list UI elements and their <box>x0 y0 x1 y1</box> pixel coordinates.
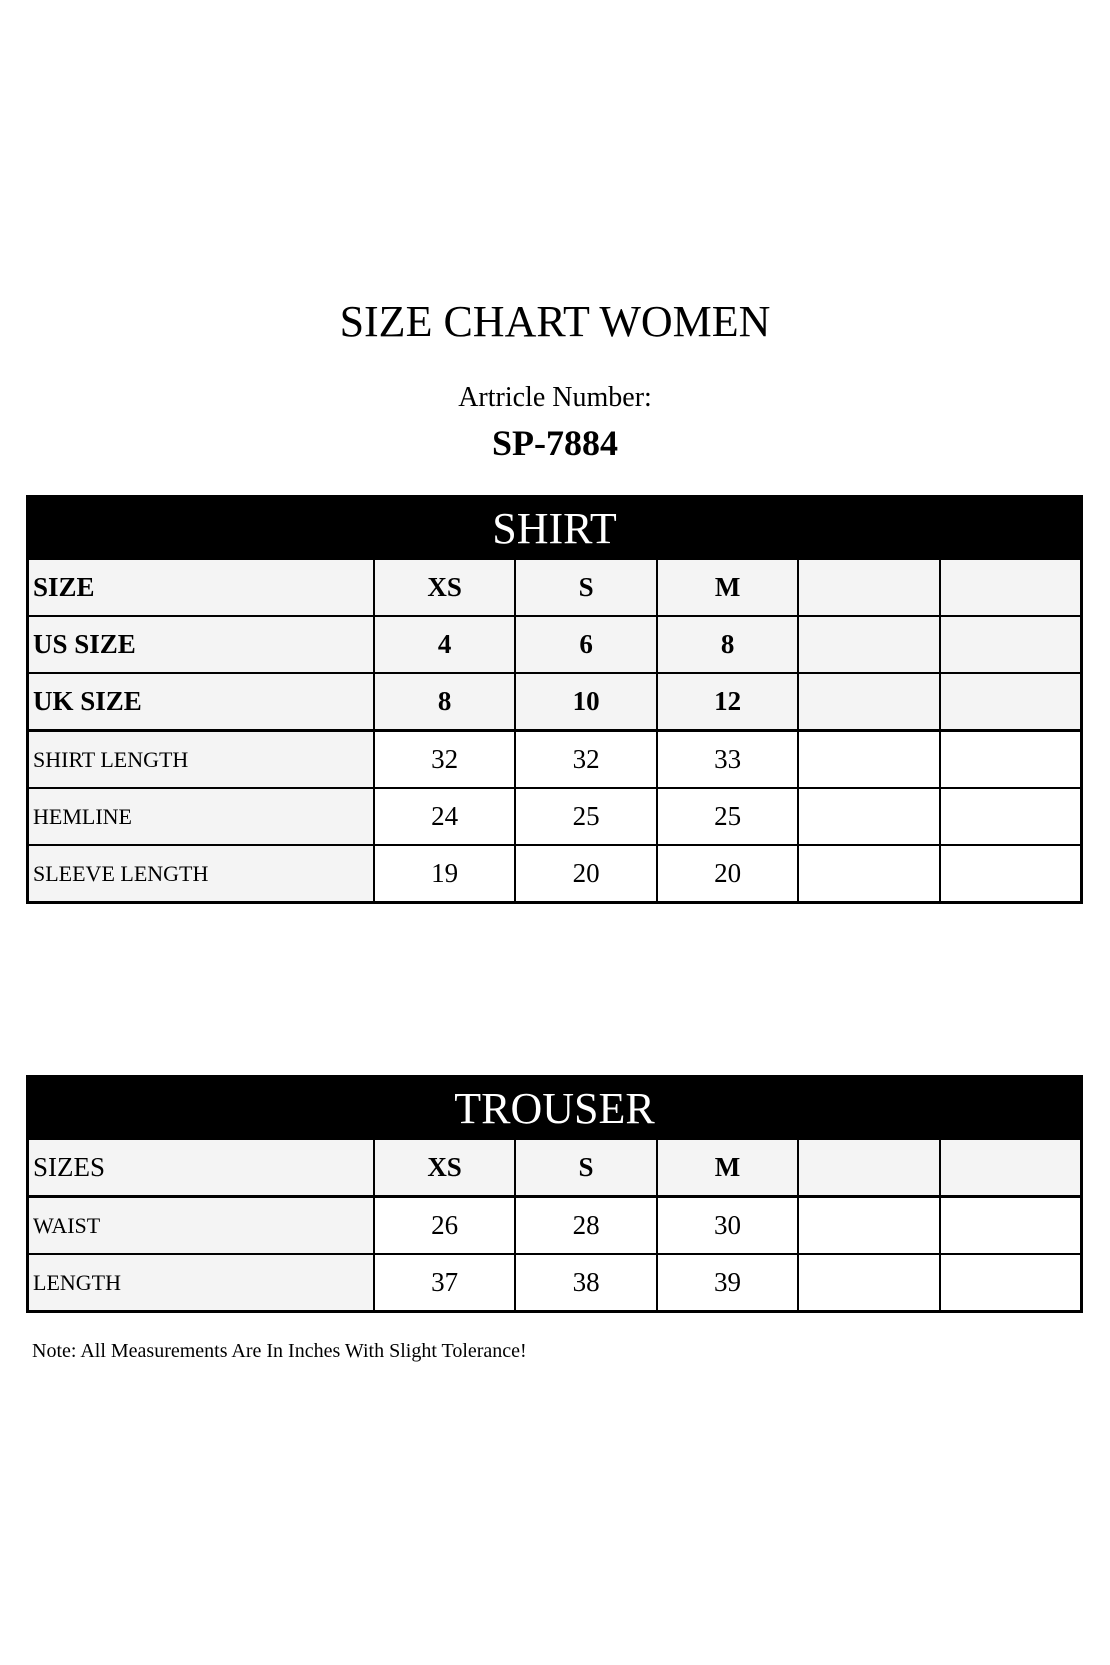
size-cell <box>797 615 941 674</box>
row-label: SIZE <box>26 558 375 617</box>
trouser-heading: TROUSER <box>27 1076 1082 1139</box>
size-cell <box>797 1195 941 1255</box>
size-cell: S <box>514 1138 658 1198</box>
row-label: LENGTH <box>26 1253 375 1313</box>
size-cell: S <box>514 558 658 617</box>
size-cell <box>938 1138 1083 1198</box>
size-cell <box>797 1138 941 1198</box>
size-cell: 25 <box>655 787 800 846</box>
size-cell: 6 <box>514 615 658 674</box>
size-cell <box>797 558 941 617</box>
size-cell: XS <box>372 558 517 617</box>
shirt-heading: SHIRT <box>27 496 1082 559</box>
size-cell: 32 <box>514 729 658 789</box>
size-cell: 37 <box>372 1253 517 1313</box>
size-cell <box>797 787 941 846</box>
measurement-note: Note: All Measurements Are In Inches Wit… <box>32 1340 527 1362</box>
size-cell: 33 <box>655 729 800 789</box>
size-cell: 26 <box>372 1195 517 1255</box>
article-number: SP-7884 <box>492 423 618 463</box>
size-cell: 30 <box>655 1195 800 1255</box>
size-cell: 38 <box>514 1253 658 1313</box>
size-cell: 28 <box>514 1195 658 1255</box>
size-cell: 39 <box>655 1253 800 1313</box>
size-cell <box>938 844 1083 904</box>
size-cell <box>797 844 941 904</box>
size-cell <box>938 558 1083 617</box>
table-row: WAIST 26 28 30 <box>26 1195 1083 1255</box>
row-label: HEMLINE <box>26 787 375 846</box>
size-cell: 19 <box>372 844 517 904</box>
row-label: SHIRT LENGTH <box>26 729 375 789</box>
size-cell: 8 <box>655 615 800 674</box>
size-cell: 8 <box>372 672 517 732</box>
size-cell: 20 <box>655 844 800 904</box>
size-cell: M <box>655 1138 800 1198</box>
size-cell <box>938 672 1083 732</box>
size-cell: 20 <box>514 844 658 904</box>
size-cell <box>938 729 1083 789</box>
size-cell: M <box>655 558 800 617</box>
row-label: SLEEVE LENGTH <box>26 844 375 904</box>
table-row: US SIZE 4 6 8 <box>26 615 1083 674</box>
size-cell: 24 <box>372 787 517 846</box>
size-cell <box>797 672 941 732</box>
trouser-size-table: TROUSER SIZES XS S M WAIST 26 28 30 LENGTH 37 38 39 <box>26 1075 1083 1313</box>
size-cell <box>938 615 1083 674</box>
row-label: US SIZE <box>26 615 375 674</box>
shirt-size-table: SHIRT SIZE XS S M US SIZE 4 6 8 UK SIZE 8 10 12 SHIR… <box>26 495 1083 904</box>
table-row: LENGTH 37 38 39 <box>26 1253 1083 1313</box>
article-number-label: Artricle Number: <box>458 382 652 413</box>
table-row: SIZE XS S M <box>26 558 1083 617</box>
table-row: SHIRT LENGTH 32 32 33 <box>26 729 1083 789</box>
size-cell: 25 <box>514 787 658 846</box>
size-cell <box>797 1253 941 1313</box>
row-label: UK SIZE <box>26 672 375 732</box>
table-row: SLEEVE LENGTH 19 20 20 <box>26 844 1083 904</box>
table-row: SIZES XS S M <box>26 1138 1083 1198</box>
size-cell: 4 <box>372 615 517 674</box>
table-row: HEMLINE 24 25 25 <box>26 787 1083 846</box>
row-label: WAIST <box>26 1195 375 1255</box>
table-row: UK SIZE 8 10 12 <box>26 672 1083 732</box>
size-cell <box>938 1195 1083 1255</box>
size-cell <box>938 1253 1083 1313</box>
page-title: SIZE CHART WOMEN <box>339 297 771 346</box>
size-cell: 10 <box>514 672 658 732</box>
size-cell <box>938 787 1083 846</box>
row-label: SIZES <box>26 1138 375 1198</box>
size-cell: 12 <box>655 672 800 732</box>
size-cell: XS <box>372 1138 517 1198</box>
size-cell: 32 <box>372 729 517 789</box>
size-cell <box>797 729 941 789</box>
